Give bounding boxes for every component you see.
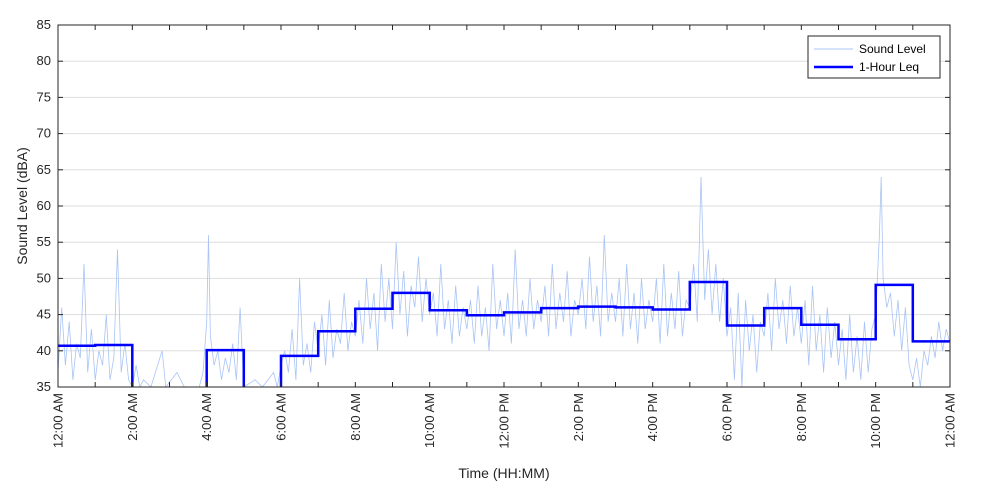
x-tick-label: 12:00 AM	[51, 393, 66, 448]
legend-box	[807, 35, 941, 79]
y-tick-label: 60	[37, 198, 51, 213]
x-tick-label: 4:00 AM	[199, 393, 214, 441]
x-tick-label: 8:00 PM	[794, 393, 809, 441]
y-tick-label: 55	[37, 234, 51, 249]
x-tick-label: 10:00 PM	[868, 393, 883, 449]
y-tick-label: 70	[37, 126, 51, 141]
sound-level-line	[58, 176, 950, 387]
x-tick-label: 10:00 AM	[422, 393, 437, 448]
x-tick-label: 6:00 AM	[274, 393, 289, 441]
x-tick-label: 6:00 PM	[720, 393, 735, 441]
x-tick-label: 8:00 AM	[348, 393, 363, 441]
y-tick-label: 45	[37, 307, 51, 322]
leq-step-line	[58, 280, 950, 387]
y-axis-title: Sound Level (dBA)	[14, 147, 30, 265]
y-tick-label: 40	[37, 343, 51, 358]
y-tick-label: 50	[37, 270, 51, 285]
x-tick-label: 2:00 AM	[125, 393, 140, 441]
y-tick-label: 75	[37, 89, 51, 104]
legend-label-leq: 1-Hour Leq	[859, 60, 919, 74]
y-tick-label: 65	[37, 162, 51, 177]
x-tick-label: 4:00 PM	[645, 393, 660, 441]
axis-ticks: 35 40 45 50 55 60 65 70 75 80 85 12:00 AM 2:00 AM 4:0…	[37, 17, 958, 449]
y-tick-label: 85	[37, 17, 51, 32]
legend: Sound Level 1-Hour Leq	[807, 35, 941, 79]
x-tick-label: 12:00 AM	[943, 393, 958, 448]
y-tick-label: 35	[37, 379, 51, 394]
x-axis-title: Time (HH:MM)	[458, 465, 549, 481]
y-tick-label: 80	[37, 53, 51, 68]
series-layer	[58, 176, 950, 387]
legend-label-sound-level: Sound Level	[859, 42, 926, 56]
x-tick-label: 12:00 PM	[497, 393, 512, 449]
x-tick-label: 2:00 PM	[571, 393, 586, 441]
